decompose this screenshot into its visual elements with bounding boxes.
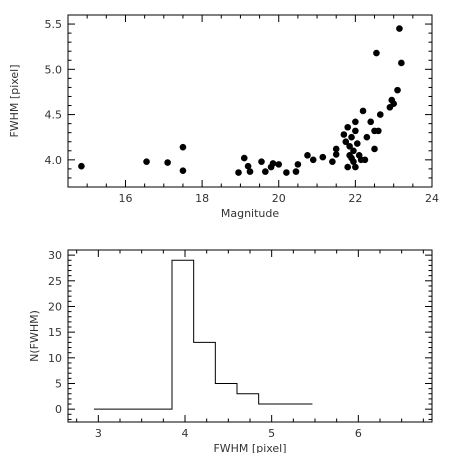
y-tick-label: 0 bbox=[55, 403, 62, 416]
plot-frame bbox=[67, 249, 433, 423]
x-tick-label: 16 bbox=[118, 192, 132, 205]
data-point bbox=[332, 145, 340, 153]
data-point bbox=[353, 140, 361, 147]
data-point bbox=[292, 168, 300, 175]
data-point bbox=[246, 168, 254, 175]
data-point bbox=[304, 152, 311, 159]
data-point bbox=[235, 169, 242, 176]
y-tick-label: 10 bbox=[48, 352, 62, 365]
data-point bbox=[309, 156, 317, 164]
data-point bbox=[398, 59, 405, 67]
data-point bbox=[363, 133, 371, 141]
data-point bbox=[352, 163, 359, 171]
data-point bbox=[390, 100, 397, 108]
data-point bbox=[179, 167, 187, 175]
x-tick-label: 24 bbox=[425, 192, 439, 205]
data-point bbox=[375, 127, 382, 135]
x-axis-label: FWHM [pixel] bbox=[213, 442, 286, 453]
data-point bbox=[262, 168, 269, 175]
data-point bbox=[342, 138, 350, 146]
histogram-panel: 3 4 5 6 0 5 10 15 20 25 30 FWHM [pixel] N(FWHM) bbox=[28, 249, 433, 453]
data-point bbox=[143, 158, 150, 165]
data-point bbox=[367, 118, 374, 126]
y-axis-label: FWHM [pixel] bbox=[8, 64, 21, 137]
data-point bbox=[244, 162, 252, 170]
y-tick-label: 4.5 bbox=[45, 109, 63, 122]
x-tick-label: 3 bbox=[95, 427, 102, 440]
x-tick-label: 5 bbox=[268, 427, 275, 440]
data-point bbox=[294, 161, 302, 168]
data-point bbox=[394, 86, 401, 94]
data-point bbox=[346, 142, 353, 150]
data-point bbox=[283, 169, 290, 176]
data-point bbox=[359, 107, 367, 115]
y-tick-label: 15 bbox=[48, 326, 62, 339]
histogram-steps bbox=[94, 259, 313, 410]
data-point bbox=[332, 151, 340, 158]
data-point bbox=[376, 111, 384, 118]
data-point bbox=[164, 159, 171, 166]
plot-frame bbox=[67, 14, 433, 188]
data-point bbox=[344, 123, 352, 131]
data-point bbox=[348, 133, 355, 141]
y-tick-label: 25 bbox=[48, 275, 62, 288]
y-tick-label: 4.0 bbox=[45, 154, 63, 167]
data-point bbox=[340, 131, 348, 138]
data-point bbox=[361, 156, 369, 164]
data-point bbox=[240, 154, 248, 162]
data-point bbox=[348, 154, 355, 162]
y-tick-label: 20 bbox=[48, 300, 62, 313]
data-point bbox=[179, 143, 187, 151]
y-tick-label: 5.5 bbox=[45, 18, 63, 31]
data-point bbox=[269, 160, 277, 167]
y-tick-label: 5 bbox=[55, 377, 62, 390]
data-point bbox=[344, 163, 352, 171]
data-point bbox=[373, 49, 380, 57]
data-point bbox=[371, 145, 378, 153]
scatter-panel: 16 18 20 22 24 4.0 4.5 5.0 5.5 Magnitude FWHM [pix… bbox=[8, 14, 439, 220]
x-tick-label: 4 bbox=[182, 427, 189, 440]
x-tick-label: 6 bbox=[355, 427, 362, 440]
x-tick-label: 22 bbox=[348, 192, 362, 205]
data-point bbox=[78, 162, 85, 170]
data-point bbox=[329, 158, 336, 165]
y-tick-label: 5.0 bbox=[45, 63, 63, 76]
x-tick-label: 20 bbox=[272, 192, 286, 205]
x-tick-label: 18 bbox=[195, 192, 209, 205]
data-point bbox=[352, 127, 359, 135]
data-point bbox=[258, 158, 265, 165]
data-point bbox=[352, 118, 359, 126]
data-point bbox=[319, 153, 327, 161]
y-tick-label: 30 bbox=[48, 249, 62, 262]
data-point bbox=[350, 147, 357, 155]
x-axis-label: Magnitude bbox=[221, 207, 280, 220]
data-point bbox=[396, 25, 403, 32]
data-point bbox=[275, 161, 283, 168]
y-axis-label: N(FWHM) bbox=[28, 310, 41, 362]
